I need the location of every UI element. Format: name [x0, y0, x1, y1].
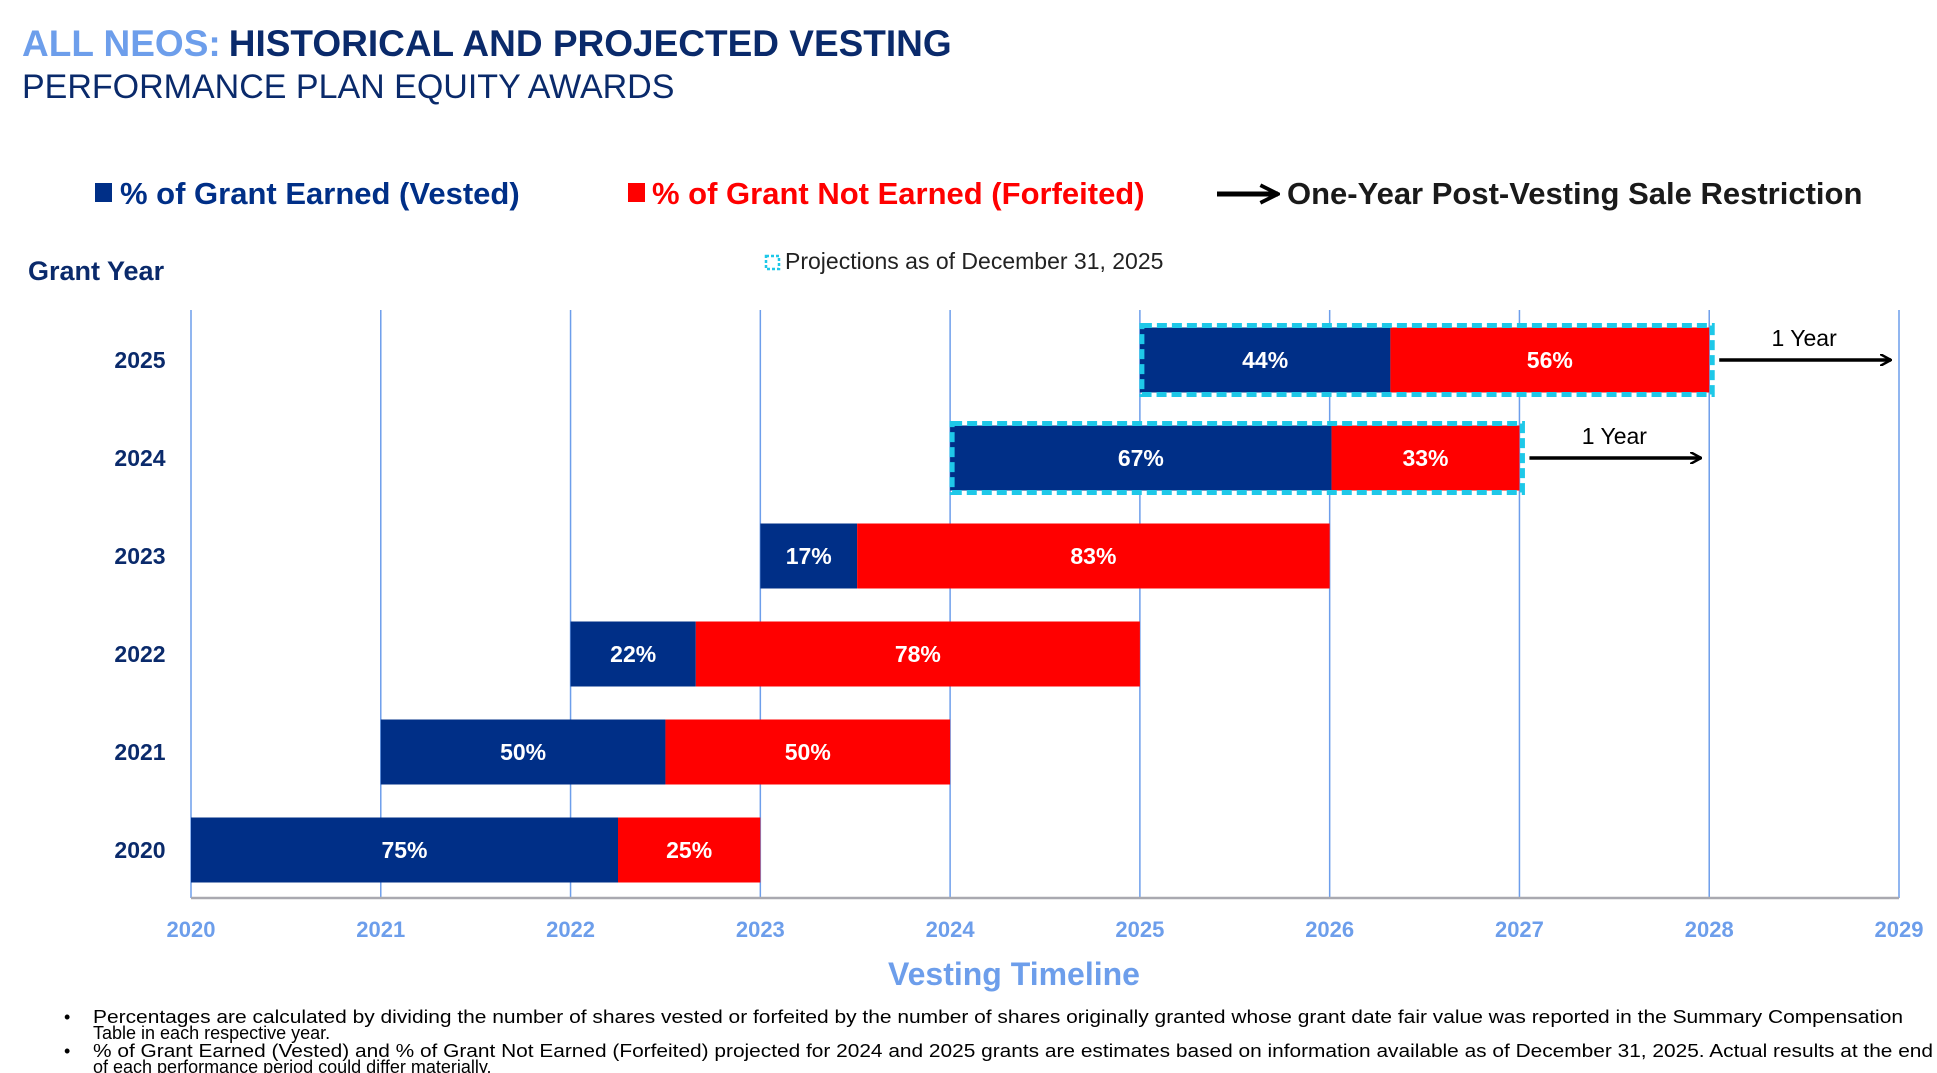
data-label-forfeited: 25% [666, 837, 712, 863]
y-tick-label: 2022 [114, 641, 165, 667]
bar-vested [380, 719, 666, 785]
bar-forfeited [1331, 425, 1520, 491]
restriction-label: 1 Year [1771, 325, 1837, 351]
restriction-label: 1 Year [1582, 423, 1648, 449]
bar-forfeited [665, 719, 951, 785]
x-tick-label: 2027 [1495, 917, 1544, 942]
bar-forfeited [695, 621, 1140, 687]
data-label-forfeited: 50% [785, 739, 831, 765]
legend-label-vested: % of Grant Earned (Vested) [120, 176, 520, 211]
bar-vested [1139, 327, 1391, 393]
page-subtitle: PERFORMANCE PLAN EQUITY AWARDS [22, 68, 674, 106]
bar-forfeited [857, 523, 1330, 589]
x-tick-label: 2024 [926, 917, 976, 942]
legend-label-restriction: One-Year Post-Vesting Sale Restriction [1287, 176, 1862, 211]
legend: % of Grant Earned (Vested) % of Grant No… [95, 176, 1862, 274]
data-label-forfeited: 83% [1070, 543, 1116, 569]
x-tick-label: 2025 [1115, 917, 1164, 942]
data-label-vested: 44% [1242, 347, 1288, 373]
x-tick-label: 2028 [1685, 917, 1734, 942]
bar-vested [570, 621, 696, 687]
x-tick-label: 2020 [167, 917, 216, 942]
legend-label-projection: Projections as of December 31, 2025 [785, 248, 1163, 274]
y-tick-label: 2021 [114, 739, 165, 765]
legend-swatch-projection [764, 254, 781, 271]
bar-vested [760, 523, 858, 589]
y-axis-title: Grant Year [28, 256, 165, 286]
data-label-vested: 67% [1118, 445, 1164, 471]
bar-forfeited [1390, 327, 1710, 393]
bar-vested [191, 817, 618, 883]
data-label-forfeited: 78% [895, 641, 941, 667]
y-tick-label: 2020 [114, 837, 165, 863]
x-tick-label: 2026 [1305, 917, 1354, 942]
x-tick-label: 2022 [546, 917, 595, 942]
x-tick-label: 2021 [356, 917, 405, 942]
data-label-forfeited: 33% [1402, 445, 1448, 471]
footnotes: • Percentages are calculated by dividing… [64, 1007, 1933, 1073]
legend-swatch-forfeited [628, 183, 645, 202]
legend-label-forfeited: % of Grant Not Earned (Forfeited) [652, 176, 1145, 211]
data-label-vested: 17% [786, 543, 832, 569]
page-title: ALL NEOS: HISTORICAL AND PROJECTED VESTIN… [22, 23, 952, 64]
data-label-vested: 22% [610, 641, 656, 667]
legend-swatch-vested [95, 183, 112, 202]
data-label-forfeited: 56% [1527, 347, 1573, 373]
y-tick-label: 2025 [114, 347, 165, 373]
data-label-vested: 75% [381, 837, 427, 863]
x-tick-label: 2023 [736, 917, 785, 942]
y-tick-label: 2023 [114, 543, 165, 569]
x-axis-title: Vesting Timeline [888, 956, 1140, 992]
bar-vested [950, 425, 1332, 491]
data-label-vested: 50% [500, 739, 546, 765]
footnote-2-line-2: of each performance period could differ … [93, 1057, 492, 1073]
x-tick-label: 2029 [1875, 917, 1924, 942]
footnote-1-line-2: Table in each respective year. [93, 1023, 330, 1043]
bar-forfeited [618, 817, 761, 883]
footnote-bullet: • [64, 1041, 70, 1061]
y-tick-label: 2024 [114, 445, 165, 471]
footnote-2-line-1: % of Grant Earned (Vested) and % of Gran… [93, 1041, 1933, 1061]
footnote-1-line-1: Percentages are calculated by dividing t… [93, 1007, 1903, 1027]
projection-outline [949, 421, 1525, 495]
footnote-bullet: • [64, 1007, 70, 1027]
projection-outline [1139, 323, 1715, 397]
